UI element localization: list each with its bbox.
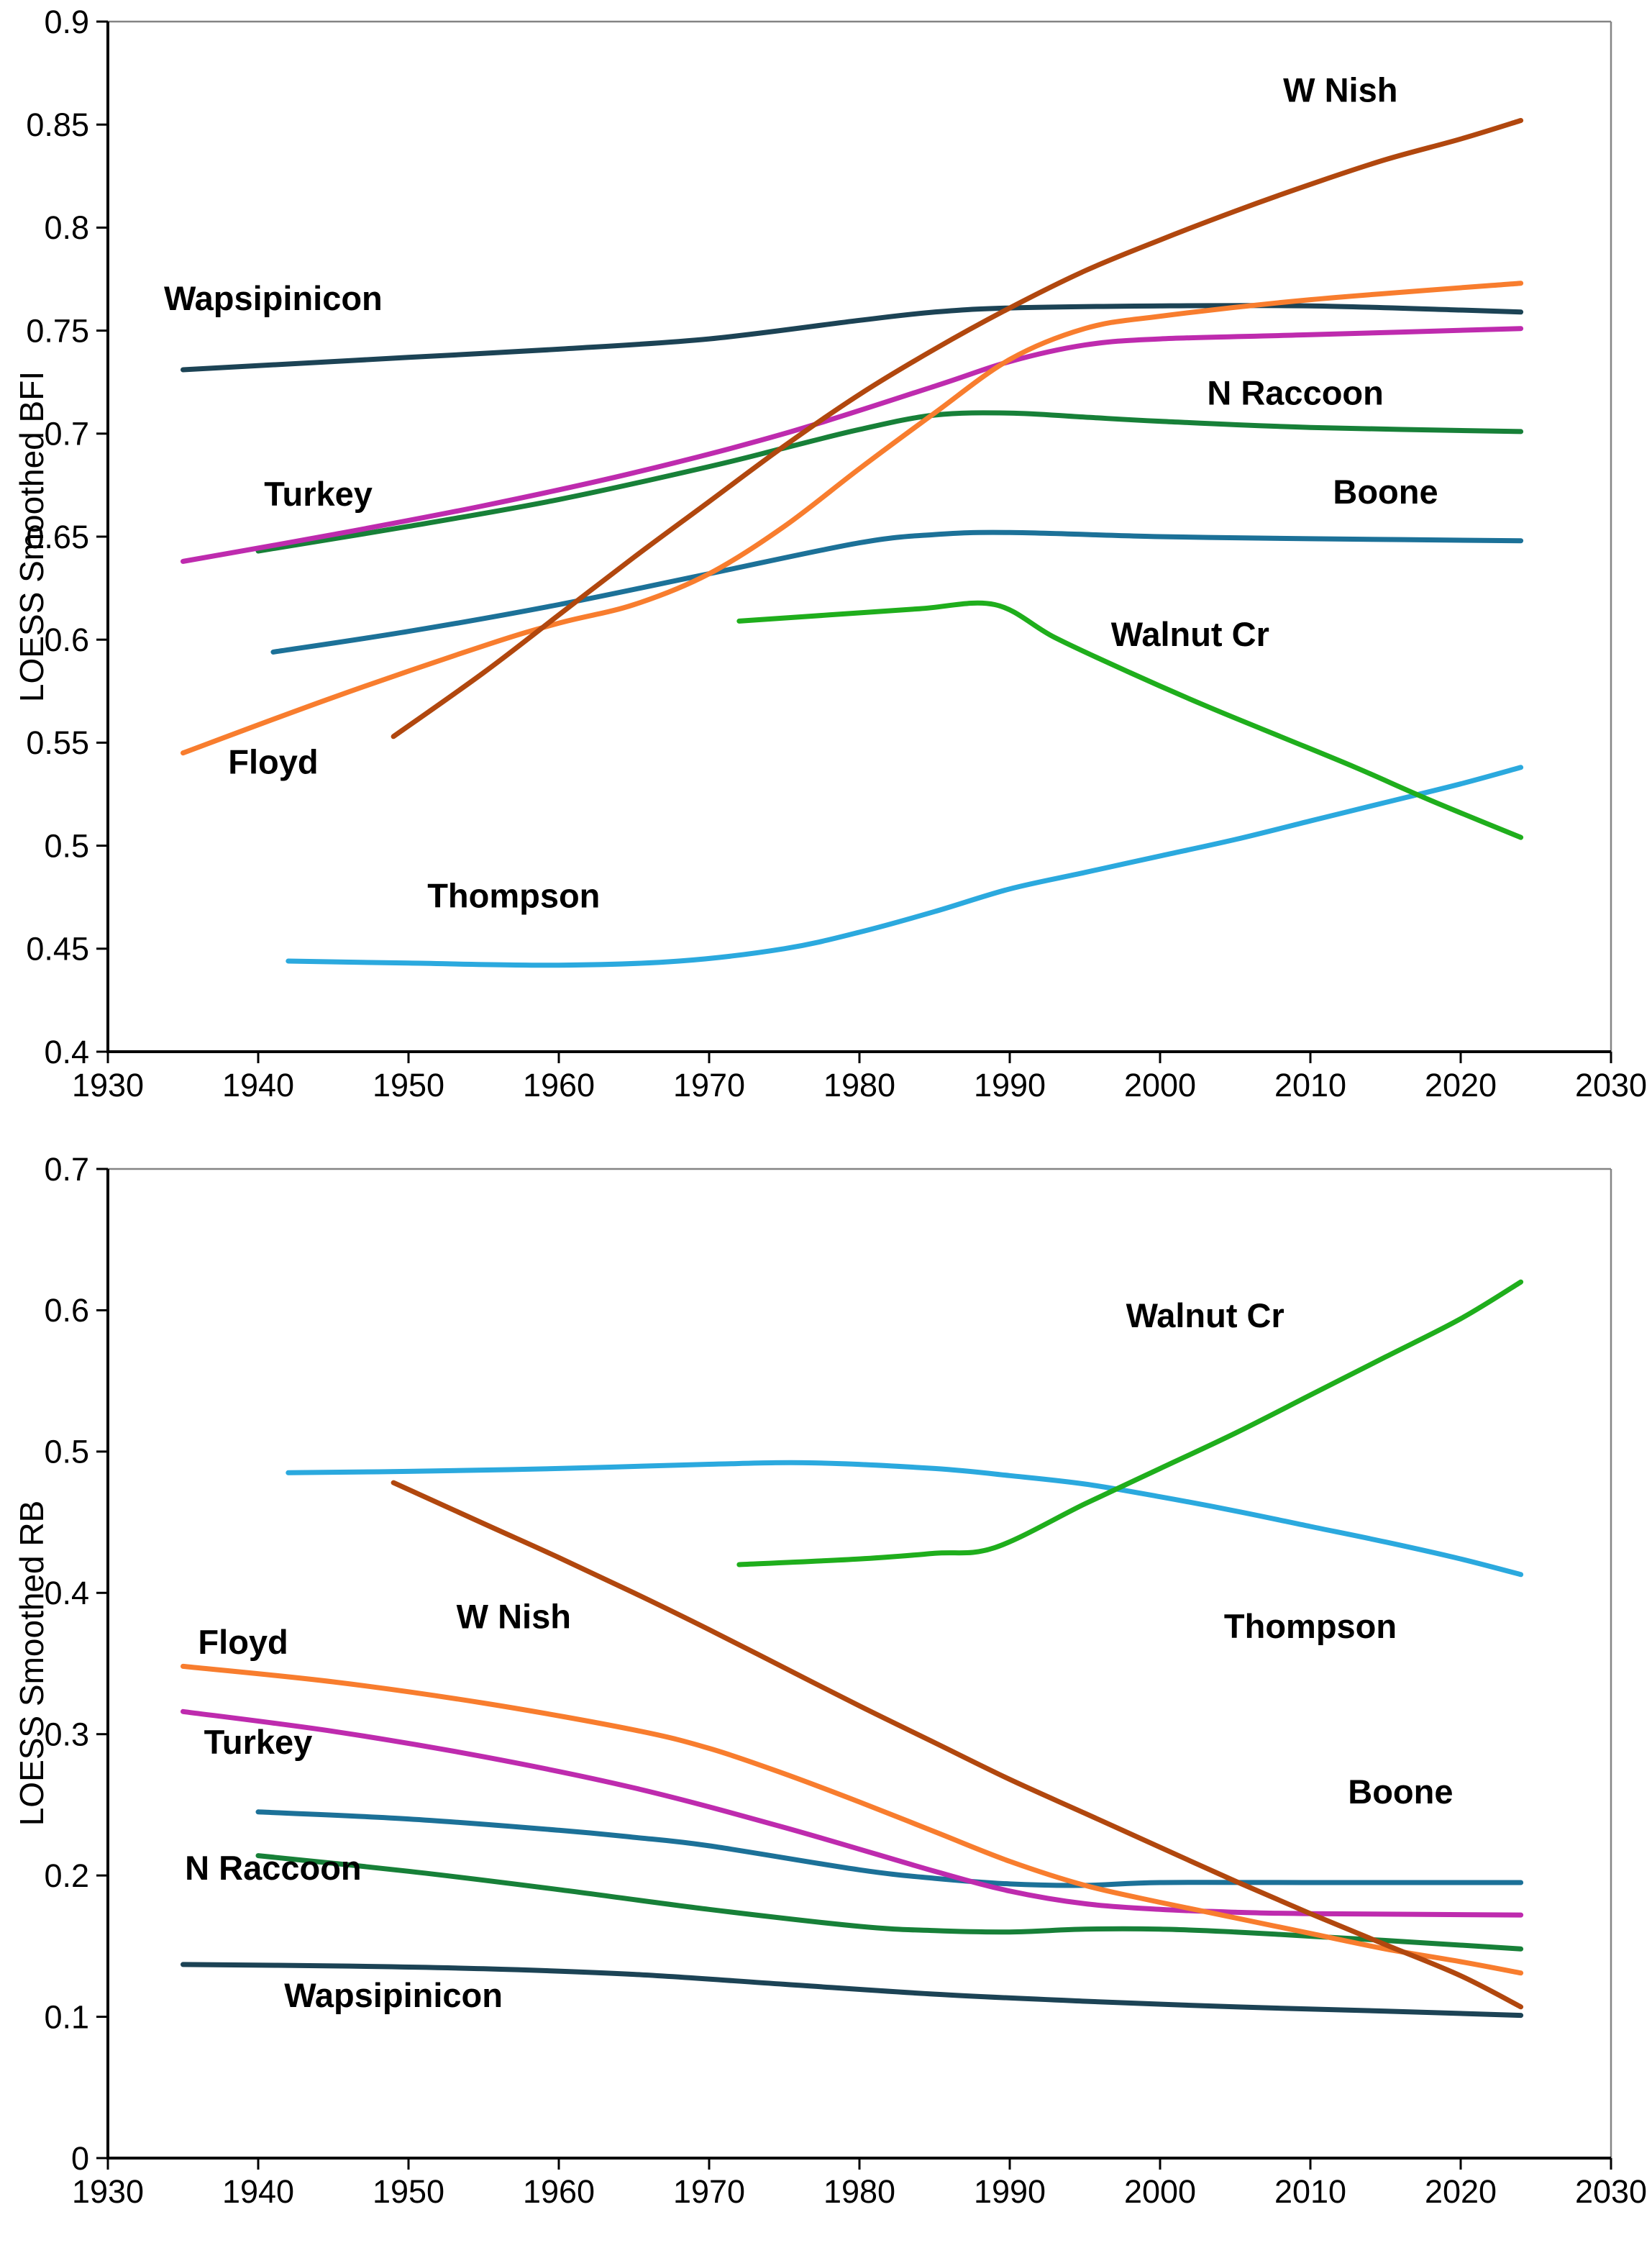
- y-tick-label: 0.75: [26, 312, 89, 349]
- series-label-w_nish: W Nish: [457, 1597, 571, 1635]
- y-tick-label: 0.85: [26, 106, 89, 143]
- y-tick-label: 0.4: [44, 1575, 89, 1611]
- series-line-thompson: [286, 765, 1524, 968]
- series-line-floyd: [181, 1663, 1524, 1976]
- x-tick-label: 2020: [1425, 2173, 1497, 2210]
- x-tick-label: 2030: [1575, 2173, 1647, 2210]
- series-line-boone: [255, 1809, 1524, 1888]
- y-tick-label: 0.2: [44, 1857, 89, 1894]
- y-tick-label: 0.1: [44, 1998, 89, 2035]
- x-tick-label: 1950: [373, 1067, 444, 1103]
- x-tick-label: 1980: [823, 1067, 895, 1103]
- y-tick-label: 0: [71, 2140, 89, 2177]
- x-tick-label: 2020: [1425, 1067, 1497, 1103]
- series-line-n_raccoon: [255, 1853, 1524, 1952]
- x-tick-label: 1940: [222, 1067, 294, 1103]
- series-label-n_raccoon: N Raccoon: [1207, 374, 1384, 412]
- y-tick-label: 0.65: [26, 519, 89, 555]
- y-tick-label: 0.5: [44, 827, 89, 864]
- x-tick-label: 1950: [373, 2173, 444, 2210]
- x-tick-label: 1970: [673, 2173, 745, 2210]
- series-label-w_nish: W Nish: [1283, 71, 1397, 109]
- series-line-thompson: [286, 1460, 1524, 1578]
- series-label-turkey: Turkey: [264, 475, 373, 513]
- x-tick-label: 2030: [1575, 1067, 1647, 1103]
- y-tick-label: 0.6: [44, 1292, 89, 1329]
- x-tick-label: 2010: [1274, 1067, 1346, 1103]
- x-tick-label: 1930: [72, 2173, 144, 2210]
- series-label-floyd: Floyd: [228, 742, 318, 781]
- x-tick-label: 2000: [1124, 1067, 1196, 1103]
- x-tick-label: 1990: [974, 1067, 1046, 1103]
- series-label-turkey: Turkey: [204, 1723, 313, 1761]
- x-tick-label: 1960: [523, 1067, 595, 1103]
- series-label-walnut_cr: Walnut Cr: [1111, 615, 1269, 653]
- y-tick-label: 0.7: [44, 416, 89, 452]
- y-tick-label: 0.45: [26, 931, 89, 968]
- series-line-w_nish: [391, 118, 1524, 740]
- y-tick-label: 0.4: [44, 1034, 89, 1070]
- series-label-n_raccoon: N Raccoon: [185, 1849, 362, 1887]
- series-line-floyd: [181, 281, 1524, 756]
- series-label-wapsipinicon: Wapsipinicon: [284, 1976, 503, 2014]
- y-tick-label: 0.5: [44, 1434, 89, 1470]
- series-line-boone: [270, 529, 1524, 655]
- series-line-n_raccoon: [255, 410, 1524, 554]
- x-tick-label: 1930: [72, 1067, 144, 1103]
- y-tick-label: 0.7: [44, 1151, 89, 1188]
- series-label-boone: Boone: [1348, 1773, 1453, 1811]
- series-label-boone: Boone: [1333, 473, 1438, 511]
- series-label-wapsipinicon: Wapsipinicon: [164, 279, 383, 317]
- series-line-walnut_cr: [736, 600, 1524, 840]
- series-label-walnut_cr: Walnut Cr: [1126, 1296, 1284, 1334]
- x-tick-label: 2010: [1274, 2173, 1346, 2210]
- x-tick-label: 2000: [1124, 2173, 1196, 2210]
- y-tick-label: 0.3: [44, 1716, 89, 1752]
- chart-0: 0.90.850.80.750.70.650.60.550.50.450.419…: [26, 4, 1647, 1103]
- series-line-turkey: [181, 326, 1524, 564]
- y-tick-label: 0.9: [44, 4, 89, 40]
- y-axis-title-rb: LOESS Smoothed RB: [13, 1500, 50, 1826]
- y-axis-title-bfi: LOESS Smoothed BFI: [13, 370, 50, 703]
- y-tick-label: 0.6: [44, 622, 89, 658]
- x-tick-label: 1990: [974, 2173, 1046, 2210]
- series-label-floyd: Floyd: [198, 1623, 288, 1661]
- series-line-turkey: [181, 1708, 1524, 1918]
- y-tick-label: 0.55: [26, 724, 89, 761]
- y-tick-label: 0.8: [44, 209, 89, 246]
- x-tick-label: 1970: [673, 1067, 745, 1103]
- x-tick-label: 1980: [823, 2173, 895, 2210]
- x-tick-label: 1940: [222, 2173, 294, 2210]
- series-line-wapsipinicon: [181, 1962, 1524, 2019]
- series-label-thompson: Thompson: [427, 877, 600, 915]
- series-label-thompson: Thompson: [1224, 1607, 1397, 1645]
- series-line-wapsipinicon: [181, 303, 1524, 373]
- x-tick-label: 1960: [523, 2173, 595, 2210]
- series-line-w_nish: [391, 1480, 1524, 2010]
- series-line-walnut_cr: [736, 1279, 1524, 1567]
